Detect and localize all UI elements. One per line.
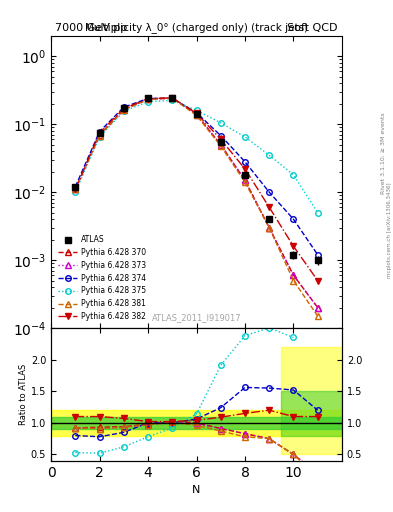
Line: Pythia 6.428 370: Pythia 6.428 370	[73, 95, 320, 310]
Pythia 6.428 373	[194, 112, 199, 118]
Text: ATLAS_2011_I919017: ATLAS_2011_I919017	[152, 313, 241, 322]
Pythia 6.428 373	[267, 225, 272, 231]
Pythia 6.428 374	[97, 129, 102, 135]
Pythia 6.428 373	[73, 186, 78, 193]
Pythia 6.428 374	[194, 110, 199, 116]
Pythia 6.428 373	[97, 133, 102, 139]
Pythia 6.428 375	[242, 134, 247, 140]
Pythia 6.428 374	[121, 104, 126, 110]
Bar	[281, 391, 342, 436]
Pythia 6.428 382	[146, 96, 151, 102]
Pythia 6.428 370	[121, 106, 126, 113]
Pythia 6.428 382	[242, 166, 247, 172]
Pythia 6.428 381	[73, 186, 78, 193]
Pythia 6.428 370	[242, 177, 247, 183]
Pythia 6.428 381	[146, 96, 151, 102]
Pythia 6.428 374	[219, 133, 223, 139]
Pythia 6.428 374	[291, 216, 296, 222]
Pythia 6.428 381	[242, 179, 247, 185]
Pythia 6.428 382	[194, 110, 199, 116]
Pythia 6.428 374	[267, 189, 272, 195]
Pythia 6.428 382	[73, 186, 78, 193]
Pythia 6.428 381	[267, 225, 272, 231]
Pythia 6.428 375	[315, 209, 320, 216]
Text: mcplots.cern.ch [arXiv:1306.3436]: mcplots.cern.ch [arXiv:1306.3436]	[387, 183, 391, 278]
Line: Pythia 6.428 382: Pythia 6.428 382	[73, 95, 320, 283]
X-axis label: N: N	[192, 485, 201, 495]
Text: Rivet 3.1.10, ≥ 3M events: Rivet 3.1.10, ≥ 3M events	[381, 113, 386, 195]
Pythia 6.428 382	[219, 136, 223, 142]
Pythia 6.428 373	[170, 95, 174, 101]
Pythia 6.428 370	[194, 111, 199, 117]
Pythia 6.428 373	[146, 96, 151, 102]
Pythia 6.428 381	[291, 278, 296, 284]
Pythia 6.428 373	[315, 305, 320, 311]
Pythia 6.428 370	[219, 142, 223, 148]
Pythia 6.428 382	[267, 204, 272, 210]
Pythia 6.428 375	[219, 120, 223, 126]
Pythia 6.428 382	[121, 105, 126, 112]
Pythia 6.428 381	[219, 143, 223, 149]
Pythia 6.428 375	[267, 152, 272, 158]
Pythia 6.428 375	[194, 108, 199, 114]
Pythia 6.428 370	[146, 96, 151, 102]
Pythia 6.428 375	[97, 134, 102, 140]
Pythia 6.428 373	[121, 107, 126, 113]
Pythia 6.428 382	[291, 243, 296, 249]
Pythia 6.428 381	[194, 112, 199, 118]
Pythia 6.428 370	[291, 272, 296, 278]
Pythia 6.428 381	[315, 313, 320, 319]
Pythia 6.428 375	[291, 172, 296, 178]
Pythia 6.428 381	[121, 106, 126, 113]
Pythia 6.428 375	[73, 189, 78, 195]
Line: Pythia 6.428 373: Pythia 6.428 373	[73, 95, 320, 310]
Pythia 6.428 382	[97, 130, 102, 136]
Pythia 6.428 382	[315, 278, 320, 284]
Bar	[51, 410, 342, 436]
Line: Pythia 6.428 374: Pythia 6.428 374	[73, 96, 320, 258]
Pythia 6.428 370	[97, 132, 102, 138]
Pythia 6.428 374	[315, 251, 320, 258]
Pythia 6.428 370	[170, 95, 174, 101]
Pythia 6.428 381	[170, 95, 174, 101]
Line: Pythia 6.428 375: Pythia 6.428 375	[73, 97, 320, 216]
Bar	[281, 347, 342, 455]
Line: Pythia 6.428 381: Pythia 6.428 381	[73, 95, 320, 319]
Legend: ATLAS, Pythia 6.428 370, Pythia 6.428 373, Pythia 6.428 374, Pythia 6.428 375, P: ATLAS, Pythia 6.428 370, Pythia 6.428 37…	[55, 232, 149, 324]
Pythia 6.428 374	[170, 95, 174, 101]
Pythia 6.428 374	[242, 159, 247, 165]
Pythia 6.428 374	[73, 184, 78, 190]
Pythia 6.428 375	[121, 108, 126, 114]
Pythia 6.428 374	[146, 95, 151, 101]
Pythia 6.428 375	[170, 97, 174, 103]
Pythia 6.428 373	[291, 272, 296, 278]
Pythia 6.428 381	[97, 133, 102, 139]
Pythia 6.428 373	[219, 142, 223, 148]
Bar	[51, 417, 342, 429]
Pythia 6.428 373	[242, 177, 247, 183]
Pythia 6.428 375	[146, 99, 151, 105]
Title: Multiplicity λ_0° (charged only) (track jets): Multiplicity λ_0° (charged only) (track …	[85, 23, 308, 33]
Text: Soft QCD: Soft QCD	[288, 23, 338, 33]
Pythia 6.428 370	[267, 225, 272, 231]
Y-axis label: Ratio to ATLAS: Ratio to ATLAS	[19, 364, 28, 425]
Pythia 6.428 370	[315, 305, 320, 311]
Text: 7000 GeV pp: 7000 GeV pp	[55, 23, 127, 33]
Pythia 6.428 370	[73, 186, 78, 193]
Pythia 6.428 382	[170, 95, 174, 101]
